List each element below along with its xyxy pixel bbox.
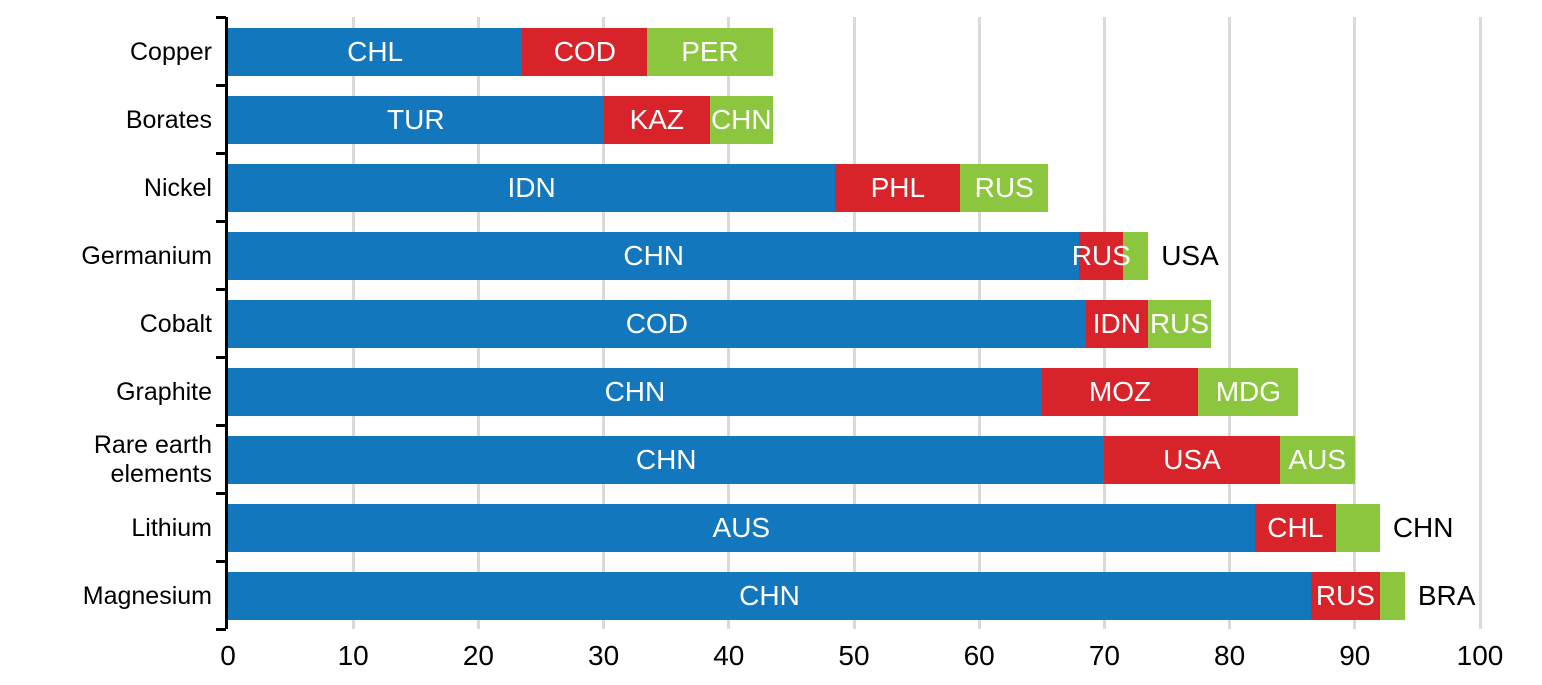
bar-row: CHN RUS BRA [228,572,1475,620]
x-tick-label: 70 [1088,640,1120,671]
x-tick-label: 30 [588,640,620,671]
bar-row: CHN USA AUS [228,436,1355,484]
bar-segment-label: RUS [1071,240,1131,271]
bar-segment: PER [647,28,773,76]
bar-segment-label: CHN [739,580,800,611]
bar-row: AUS CHL CHN [228,504,1453,552]
bar-segment-label: PER [681,36,739,67]
y-axis-tick [216,151,226,155]
y-axis-tick [216,219,226,223]
gridline [1353,17,1357,629]
bar-segment-label: CHN [623,240,685,271]
x-tick-label: 20 [462,640,494,671]
outside-label: CHN [1392,512,1454,543]
outside-label: BRA [1417,580,1476,611]
y-axis-tick [216,15,226,19]
category-label: Nickel [143,173,212,202]
bar-segment: COD [228,300,1086,348]
bar-segment: CHN [228,572,1311,620]
bar-segment: CHN [228,232,1080,280]
bar-segment: CHN [710,96,773,144]
bar-segment: IDN [1085,300,1149,348]
y-axis-tick [216,287,226,291]
bar-segment-label: CHN [710,104,772,135]
category-label: Borates [125,105,212,134]
x-tick-label: 60 [963,640,995,671]
x-tick-label: 0 [220,640,236,671]
bar-segment-label: AUS [1288,444,1346,475]
x-tick-label: 50 [838,640,870,671]
bar-row: COD IDN RUS [228,300,1211,348]
bar-segment-label: KAZ [629,104,685,135]
bar-segment-label: IDN [507,172,556,203]
y-axis-tick [216,559,226,563]
bar-segment-label: CHL [1267,512,1324,543]
y-axis-tick [216,355,226,359]
y-axis-tick [216,627,226,631]
bar-segment: MDG [1198,368,1299,416]
bar-segment-label: RUS [1149,308,1210,339]
bar-segment-label: MDG [1215,376,1282,407]
bar-segment-label: RUS [1315,580,1375,611]
bar-segment-label: USA [1163,444,1221,475]
category-label: Copper [130,37,212,66]
bar-segment: RUS [1148,300,1211,348]
x-tick-label: 90 [1339,640,1371,671]
bar-segment [1336,504,1380,552]
x-tick-label: 40 [713,640,745,671]
outside-label: USA [1161,240,1219,271]
bar-row: IDN PHL RUS [228,164,1049,212]
bar-segment: CHL [228,28,523,76]
y-axis-line [225,17,228,629]
bar-segment-label: CHN [635,444,697,475]
y-axis-tick [216,83,226,87]
bar-segment: COD [522,28,648,76]
bar-row: CHN MOZ MDG [228,368,1299,416]
bar-row: CHL COD PER [228,28,773,76]
gridline [1228,17,1232,629]
bar-segment: CHN [228,436,1105,484]
bar-segment: KAZ [603,96,710,144]
bar-segment: TUR [228,96,604,144]
bar-segment: CHN [228,368,1042,416]
bar-segment [1379,572,1405,620]
category-label: Cobalt [139,309,212,338]
bar-segment-label: COD [553,36,616,67]
bar-segment: MOZ [1041,368,1199,416]
bar-segment: PHL [835,164,961,212]
bar-segment [1123,232,1149,280]
gridline [1478,17,1482,629]
bar-segment-label: TUR [387,104,445,135]
bar-row: CHN RUS USA [228,232,1219,280]
x-tick-label: 100 [1456,640,1504,671]
bar-segment: RUS [960,164,1049,212]
bar-segment-label: PHL [870,172,926,203]
bar-segment-label: AUS [712,512,771,543]
bar-segment: CHL [1254,504,1336,552]
bar-segment-label: MOZ [1088,376,1152,407]
bar-segment: USA [1104,436,1280,484]
bar-segment-label: RUS [974,172,1034,203]
bar-row: TUR KAZ CHN [228,96,773,144]
bar-segment: RUS [1072,232,1131,280]
y-axis-tick [216,423,226,427]
bar-segment: RUS [1310,572,1380,620]
y-axis-tick [216,491,226,495]
category-label: Germanium [81,241,212,270]
bar-segment: IDN [228,164,836,212]
bar-segment: AUS [228,504,1255,552]
x-tick-label: 80 [1214,640,1246,671]
bar-segment-label: CHN [604,376,666,407]
bar-segment-label: COD [625,308,688,339]
x-tick-label: 10 [337,640,369,671]
bar-segment: AUS [1279,436,1355,484]
bar-segment-label: CHL [347,36,404,67]
category-label: Graphite [116,377,212,406]
category-label: Lithium [131,513,212,542]
category-label: Rare earth elements [93,431,212,488]
bar-segment-label: IDN [1092,308,1142,339]
category-label: Magnesium [82,581,212,610]
